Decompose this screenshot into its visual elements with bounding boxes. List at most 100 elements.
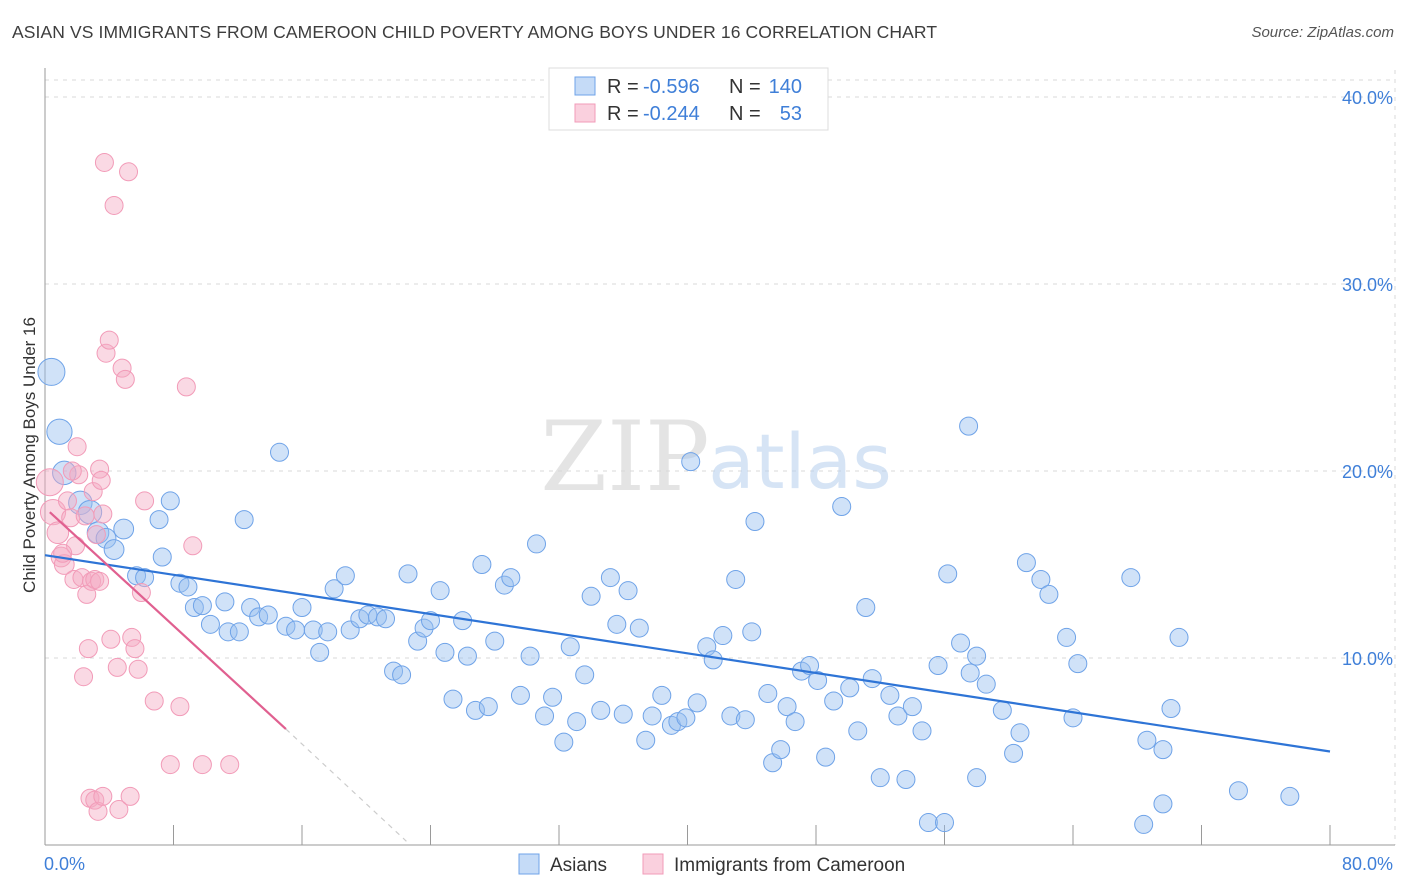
asians-point	[856, 598, 876, 618]
asians-point	[249, 607, 269, 627]
asians-point	[178, 577, 198, 597]
asians-point	[318, 622, 338, 642]
cameroon-point	[220, 755, 240, 775]
asians-point	[543, 687, 563, 707]
asians-point	[959, 416, 979, 436]
cameroon-point	[183, 536, 203, 556]
asians-point	[303, 620, 323, 640]
asians-point	[135, 568, 155, 588]
asians-point	[520, 646, 540, 666]
asians-point	[848, 721, 868, 741]
cameroon-point	[88, 801, 108, 821]
stats-legend-n-label: N =	[729, 103, 761, 125]
cameroon-point	[144, 691, 164, 711]
cameroon-point	[39, 499, 67, 526]
asians-point	[310, 642, 330, 662]
asians-point	[713, 626, 733, 646]
asians-point	[567, 712, 587, 732]
y-tick-label: 20.0%	[1342, 462, 1393, 482]
asians-point	[1010, 723, 1030, 743]
asians-point	[234, 510, 254, 530]
cameroon-point	[86, 525, 106, 545]
asians-point	[1004, 743, 1024, 763]
cameroon-point	[91, 470, 111, 490]
cameroon-point	[61, 508, 81, 528]
cameroon-point	[46, 521, 70, 545]
asians-point	[967, 768, 987, 788]
y-tick-labels: 10.0% 20.0% 30.0% 40.0%	[1342, 88, 1393, 669]
cameroon-point	[131, 583, 151, 603]
asians-point	[152, 547, 172, 567]
stats-legend-n-label: N =	[729, 76, 761, 98]
asians-point	[600, 568, 620, 588]
watermark-zip: ZIP	[540, 401, 709, 513]
asians-point	[613, 704, 633, 724]
asians-point	[535, 706, 555, 726]
asians-point	[581, 586, 601, 606]
asians-point	[870, 768, 890, 788]
asians-point	[443, 689, 463, 709]
data-points	[35, 152, 1300, 834]
asians-point	[113, 518, 135, 540]
cameroon-point	[160, 755, 180, 775]
asians-point	[200, 614, 220, 634]
y-tick-label: 10.0%	[1342, 649, 1393, 669]
asians-point	[286, 620, 306, 640]
asians-point	[367, 607, 387, 627]
asians-point	[902, 697, 922, 717]
asians-point	[967, 646, 987, 666]
asians-point	[687, 693, 707, 713]
asians-point	[1153, 740, 1173, 760]
asians-point	[1280, 786, 1300, 806]
asians-point	[414, 618, 434, 638]
cameroon-point	[78, 639, 98, 659]
asians-point	[472, 555, 492, 574]
asians-point	[1121, 568, 1141, 588]
cameroon-point	[192, 755, 212, 775]
asians-point	[292, 598, 312, 618]
asians-point	[1137, 730, 1157, 750]
asians-point	[560, 637, 580, 657]
asians-point	[840, 678, 860, 698]
cameroon-point	[104, 195, 124, 215]
cameroon-point	[93, 786, 113, 806]
stats-legend-r-value: -0.244	[643, 103, 700, 125]
stats-legend-swatch	[574, 76, 596, 96]
asians-point	[816, 747, 836, 767]
asians-point	[1057, 627, 1077, 647]
asians-point	[575, 665, 595, 685]
cameroon-point	[67, 437, 87, 457]
cameroon-point	[107, 657, 127, 677]
asians-point	[465, 700, 485, 720]
asians-point	[554, 732, 574, 752]
y-tick-label: 40.0%	[1342, 88, 1393, 108]
asians-point	[785, 712, 805, 732]
asians-point	[721, 706, 741, 726]
asians-point	[726, 569, 746, 589]
cameroon-point	[120, 786, 140, 806]
stats-legend-r-value: -0.596	[643, 76, 700, 98]
y-axis-label: Child Poverty Among Boys Under 16	[20, 317, 39, 593]
cameroon-point	[82, 571, 102, 591]
asians-point	[192, 596, 212, 616]
cameroon-point	[62, 461, 82, 481]
asians-point	[1031, 569, 1051, 589]
asians-point	[771, 740, 791, 760]
asians-point	[618, 581, 638, 601]
asians-point	[398, 564, 418, 584]
asians-point	[880, 685, 900, 705]
asians-point	[591, 700, 611, 720]
stats-legend-swatch	[574, 103, 596, 123]
asians-point	[745, 511, 765, 531]
asians-point	[960, 663, 980, 683]
watermark-atlas: atlas	[708, 417, 892, 506]
asians-point	[676, 708, 696, 728]
asians-point	[935, 813, 954, 833]
stats-legend-n-value: 53	[780, 103, 802, 125]
cameroon-point	[119, 162, 139, 182]
cameroon-point	[135, 491, 155, 511]
asians-point	[340, 620, 360, 640]
asians-point	[510, 685, 530, 705]
cameroon-point	[112, 358, 132, 378]
asians-point	[160, 491, 180, 511]
